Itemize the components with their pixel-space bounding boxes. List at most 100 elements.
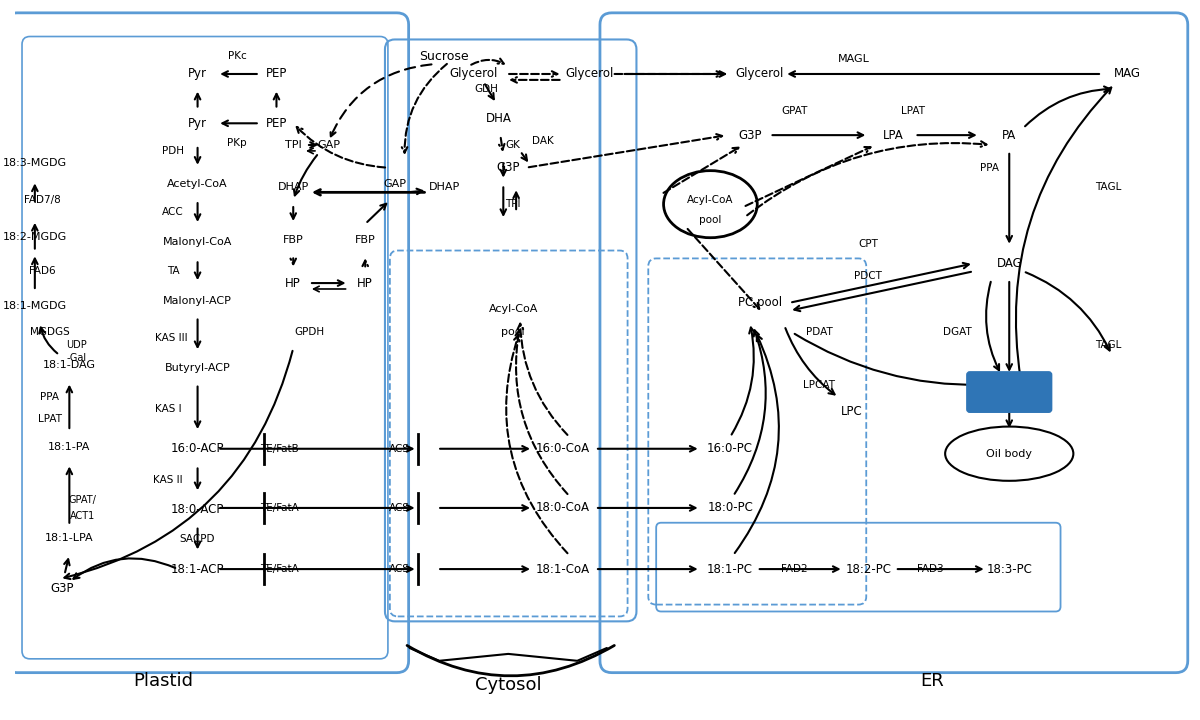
Text: 18:0-ACP: 18:0-ACP <box>170 503 224 516</box>
Ellipse shape <box>946 426 1073 481</box>
Text: PKp: PKp <box>227 138 247 148</box>
Text: LPC: LPC <box>840 405 863 418</box>
Text: UDP: UDP <box>66 341 86 350</box>
Text: PDCT: PDCT <box>854 271 882 282</box>
Text: 16:0-CoA: 16:0-CoA <box>535 442 589 455</box>
Text: PDH: PDH <box>162 146 184 156</box>
Text: DAG: DAG <box>996 257 1022 270</box>
Text: pool: pool <box>700 215 721 225</box>
Text: GAP: GAP <box>317 140 341 150</box>
Text: Butyryl-ACP: Butyryl-ACP <box>164 363 230 373</box>
Text: G3P: G3P <box>50 582 74 595</box>
Text: Oil body: Oil body <box>985 447 1033 460</box>
Text: G3P: G3P <box>497 161 520 174</box>
Text: Plastid: Plastid <box>133 672 193 690</box>
Text: FAD6: FAD6 <box>30 266 56 276</box>
Text: TE/FatA: TE/FatA <box>260 503 299 513</box>
Text: LPCAT: LPCAT <box>803 379 835 390</box>
Text: PA: PA <box>1002 129 1016 142</box>
Text: Glycerol: Glycerol <box>450 68 498 81</box>
Text: 18:1-LPA: 18:1-LPA <box>46 533 94 543</box>
Text: 18:3-MGDG: 18:3-MGDG <box>2 158 67 168</box>
Text: LPA: LPA <box>882 129 904 142</box>
Text: DHA: DHA <box>486 112 511 125</box>
Text: PPA: PPA <box>40 392 59 402</box>
Text: KAS I: KAS I <box>155 405 181 414</box>
Text: TA: TA <box>167 266 179 276</box>
Text: PEP: PEP <box>265 68 287 81</box>
Text: CPT: CPT <box>858 238 878 248</box>
Text: GDH: GDH <box>475 84 498 94</box>
Text: Glycerol: Glycerol <box>565 68 613 81</box>
Text: Cytosol: Cytosol <box>475 677 541 695</box>
Text: PKc: PKc <box>228 51 246 61</box>
Text: -Gal: -Gal <box>66 353 86 363</box>
Text: 16:0-PC: 16:0-PC <box>707 442 754 455</box>
Text: Acyl-CoA: Acyl-CoA <box>688 195 733 205</box>
Text: ER: ER <box>920 672 944 690</box>
Text: Glycerol: Glycerol <box>736 68 784 81</box>
Text: 16:0-ACP: 16:0-ACP <box>170 442 224 455</box>
Text: SACPD: SACPD <box>180 534 215 544</box>
Text: FAD3: FAD3 <box>917 564 943 574</box>
Text: HP: HP <box>358 276 373 289</box>
Text: Pyr: Pyr <box>188 117 208 130</box>
Text: ACT1: ACT1 <box>70 510 95 521</box>
Text: 18:3-PC: 18:3-PC <box>986 562 1032 575</box>
Text: 18:1-DAG: 18:1-DAG <box>43 360 96 370</box>
Text: Malonyl-ACP: Malonyl-ACP <box>163 296 232 306</box>
Text: GAP: GAP <box>383 179 407 189</box>
Text: 18:1-CoA: 18:1-CoA <box>535 562 589 575</box>
Text: pool: pool <box>502 328 524 338</box>
Ellipse shape <box>664 171 757 238</box>
Text: FBP: FBP <box>283 235 304 245</box>
Text: TPI: TPI <box>284 140 301 150</box>
Text: LPAT: LPAT <box>900 107 924 117</box>
Text: LPAT: LPAT <box>37 414 61 424</box>
Text: GPAT/: GPAT/ <box>68 495 96 505</box>
Text: 18:1-MGDG: 18:1-MGDG <box>2 301 67 311</box>
Text: GPDH: GPDH <box>294 328 324 338</box>
Text: TAG: TAG <box>996 386 1024 399</box>
Text: ACS: ACS <box>389 444 410 454</box>
Text: FAD2: FAD2 <box>781 564 808 574</box>
Text: MAGL: MAGL <box>838 54 869 64</box>
Text: 18:1-ACP: 18:1-ACP <box>170 562 224 575</box>
Text: TE/FatB: TE/FatB <box>260 444 299 454</box>
Text: 18:2-PC: 18:2-PC <box>845 562 892 575</box>
Text: MAG: MAG <box>1114 68 1141 81</box>
Text: PC pool: PC pool <box>738 297 781 310</box>
Text: DHAP: DHAP <box>277 182 308 192</box>
Text: Sucrose: Sucrose <box>419 50 469 63</box>
Text: ACS: ACS <box>389 564 410 574</box>
Text: ACC: ACC <box>162 207 184 217</box>
Text: G3P: G3P <box>738 129 762 142</box>
Text: MGDGS: MGDGS <box>30 328 70 338</box>
Text: TAGL: TAGL <box>1094 341 1121 350</box>
Text: FAD7/8: FAD7/8 <box>24 195 61 205</box>
Text: DAK: DAK <box>532 136 553 146</box>
FancyBboxPatch shape <box>967 372 1051 413</box>
Text: 18:1-PA: 18:1-PA <box>48 442 90 451</box>
Text: TPI: TPI <box>505 199 521 210</box>
Text: 18:1-PC: 18:1-PC <box>707 562 754 575</box>
Text: 18:2-MGDG: 18:2-MGDG <box>2 232 67 242</box>
Text: Pyr: Pyr <box>188 68 208 81</box>
Text: PPA: PPA <box>980 163 1000 173</box>
Text: DGAT: DGAT <box>943 328 971 338</box>
Text: Acyl-CoA: Acyl-CoA <box>488 304 538 314</box>
Text: 18:0-PC: 18:0-PC <box>707 501 754 514</box>
Text: GK: GK <box>505 140 521 150</box>
Text: FBP: FBP <box>355 235 376 245</box>
Text: HP: HP <box>286 276 301 289</box>
Text: 18:0-CoA: 18:0-CoA <box>535 501 589 514</box>
Text: KAS II: KAS II <box>154 475 182 485</box>
Text: PDAT: PDAT <box>805 328 833 338</box>
Text: ACS: ACS <box>389 503 410 513</box>
Text: GPAT: GPAT <box>781 107 808 117</box>
Text: TE/FatA: TE/FatA <box>260 564 299 574</box>
Text: Malonyl-CoA: Malonyl-CoA <box>163 237 233 247</box>
Text: Acetyl-CoA: Acetyl-CoA <box>167 179 228 189</box>
Text: PEP: PEP <box>265 117 287 130</box>
Text: KAS III: KAS III <box>155 333 187 343</box>
